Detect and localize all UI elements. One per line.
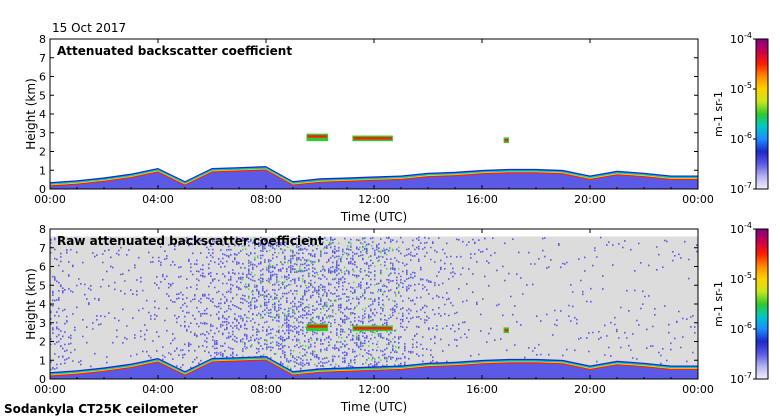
panel2-axes: 00:00 04:00 08:00 12:00 16:00 20:00 00:0001234… — [34, 223, 714, 396]
noise-speckle — [50, 236, 698, 375]
panel1-xlabel: Time (UTC) — [340, 210, 407, 224]
colorbar-gradient — [755, 228, 769, 380]
x-tick-label: 00:00 — [34, 383, 66, 396]
cloud-core — [353, 327, 392, 330]
cloud-core — [307, 325, 328, 328]
panel1-colorbar: 10-7 10-6 10-5 10-4 m-1 sr-1 — [712, 31, 769, 196]
x-tick-label: 00:00 — [34, 193, 66, 206]
colorbar-unit-label: m-1 sr-1 — [712, 281, 725, 327]
y-tick-label: 4 — [39, 298, 46, 311]
panel1-title: Attenuated backscatter coefficient — [57, 44, 292, 58]
colorbar-tick-label: 10-4 — [730, 221, 752, 236]
colorbar-tick-label: 10-6 — [730, 321, 752, 336]
colorbar-tick-label: 10-7 — [730, 181, 752, 196]
x-tick-label: 12:00 — [358, 383, 390, 396]
colorbar-unit-label: m-1 sr-1 — [712, 91, 725, 137]
cloud-core — [504, 328, 508, 332]
y-tick-label: 5 — [39, 279, 46, 292]
y-tick-label: 1 — [39, 164, 46, 177]
x-tick-label: 20:00 — [574, 193, 606, 206]
x-tick-label: 00:00 — [682, 193, 714, 206]
y-tick-label: 5 — [39, 89, 46, 102]
y-tick-label: 8 — [39, 33, 46, 46]
colorbar-tick-label: 10-5 — [730, 81, 752, 96]
panel2-ylabel: Height (km) — [24, 268, 38, 339]
panel2-heatmap — [50, 236, 698, 379]
panel2-colorbar: 10-7 10-6 10-5 10-4 m-1 sr-1 — [712, 221, 769, 386]
y-tick-label: 2 — [39, 146, 46, 159]
panel1-axes: 00:00 04:00 08:00 12:00 16:00 20:00 00:0001234… — [34, 33, 714, 206]
colorbar-tick-label: 10-4 — [730, 31, 752, 46]
y-tick-label: 3 — [39, 127, 46, 140]
colorbar-tick-label: 10-7 — [730, 371, 752, 386]
surface-layer-below — [50, 360, 698, 379]
panel1-heatmap — [50, 133, 698, 189]
panel-attenuated: 00:00 04:00 08:00 12:00 16:00 20:00 00:0001234… — [24, 33, 714, 224]
date-label: 15 Oct 2017 — [52, 21, 126, 35]
noise-speckle-strong — [242, 237, 400, 375]
y-tick-label: 8 — [39, 223, 46, 236]
panel2-xlabel: Time (UTC) — [340, 400, 407, 414]
panel-raw: 00:00 04:00 08:00 12:00 16:00 20:00 00:0001234… — [24, 223, 714, 414]
y-tick-label: 7 — [39, 52, 46, 65]
y-tick-label: 0 — [39, 373, 46, 386]
x-tick-label: 16:00 — [466, 383, 498, 396]
panel1-ylabel: Height (km) — [24, 78, 38, 149]
surface-layer-below — [50, 170, 698, 189]
y-tick-label: 0 — [39, 183, 46, 196]
colorbar-tick-label: 10-5 — [730, 271, 752, 286]
y-tick-label: 6 — [39, 261, 46, 274]
cloud-core — [353, 137, 392, 140]
x-tick-label: 20:00 — [574, 383, 606, 396]
y-tick-label: 4 — [39, 108, 46, 121]
x-tick-label: 12:00 — [358, 193, 390, 206]
x-tick-label: 08:00 — [250, 193, 282, 206]
x-tick-label: 04:00 — [142, 383, 174, 396]
x-tick-label: 04:00 — [142, 193, 174, 206]
x-tick-label: 00:00 — [682, 383, 714, 396]
x-tick-label: 08:00 — [250, 383, 282, 396]
no-signal-background — [50, 236, 698, 379]
y-tick-label: 3 — [39, 317, 46, 330]
colorbar-gradient — [755, 38, 769, 190]
y-tick-label: 7 — [39, 242, 46, 255]
instrument-label: Sodankyla CT25K ceilometer — [4, 402, 198, 416]
x-tick-label: 16:00 — [466, 193, 498, 206]
cloud-core — [504, 138, 508, 142]
panel2-title: Raw attenuated backscatter coefficient — [57, 234, 324, 248]
y-tick-label: 2 — [39, 336, 46, 349]
cloud-core — [307, 135, 328, 138]
panel1-plot-bg — [50, 39, 698, 189]
colorbar-tick-label: 10-6 — [730, 131, 752, 146]
y-tick-label: 1 — [39, 354, 46, 367]
y-tick-label: 6 — [39, 71, 46, 84]
